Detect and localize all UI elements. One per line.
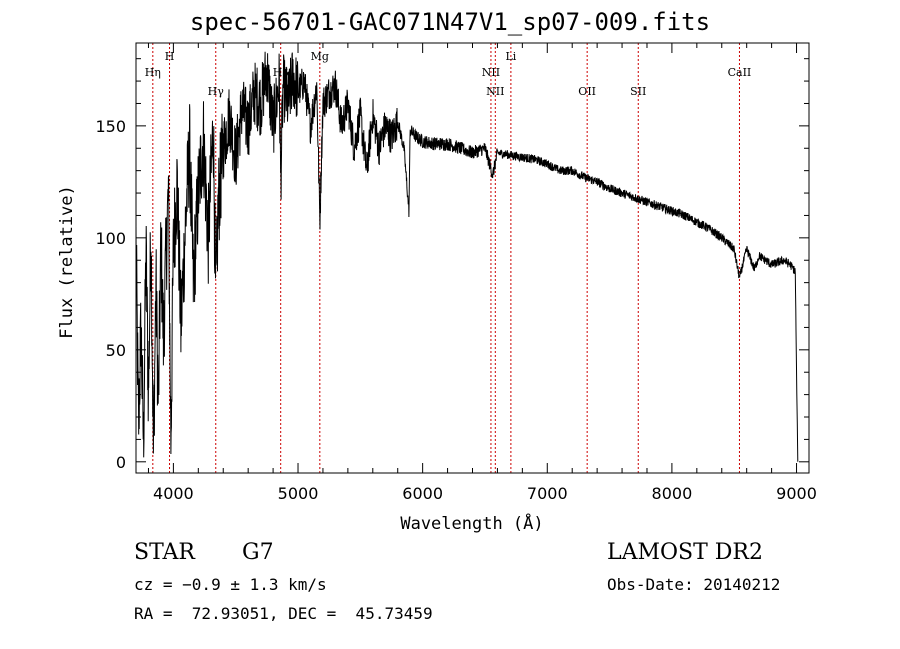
line-label: NII — [486, 85, 504, 98]
ra-dec: RA = 72.93051, DEC = 45.73459 — [134, 604, 433, 623]
axis-ticks — [136, 43, 809, 473]
x-tick-label: 8000 — [652, 484, 693, 503]
line-label: Hη — [145, 66, 161, 79]
line-label: NII — [482, 66, 500, 79]
x-tick-label: 4000 — [153, 484, 194, 503]
x-tick-label: 5000 — [278, 484, 319, 503]
redshift-cz: cz = −0.9 ± 1.3 km/s — [134, 575, 327, 594]
y-tick-label: 100 — [95, 229, 126, 248]
y-tick-label: 150 — [95, 117, 126, 136]
x-tick-label: 6000 — [402, 484, 443, 503]
line-label: OII — [578, 85, 596, 98]
obs-date: Obs-Date: 20140212 — [607, 575, 781, 594]
x-axis-label: Wavelength (Å) — [400, 512, 543, 534]
y-tick-label: 0 — [116, 453, 126, 472]
y-tick-label: 50 — [106, 341, 126, 360]
line-label: Li — [505, 50, 516, 63]
plot-frame — [135, 42, 810, 474]
survey-name: LAMOST DR2 — [607, 540, 763, 565]
chart-title: spec-56701-GAC071N47V1_sp07-009.fits — [189, 8, 711, 36]
tick-labels: 4000 5000 6000 7000 8000 9000 0 50 100 150 — [95, 117, 816, 503]
object-class: STAR — [134, 540, 195, 565]
object-subclass: G7 — [242, 540, 274, 565]
line-label: SII — [630, 85, 646, 98]
x-tick-label: 9000 — [776, 484, 817, 503]
y-axis-label: Flux (relative) — [57, 185, 77, 339]
spectrum-line — [135, 51, 799, 462]
line-label: Hγ — [208, 85, 225, 98]
line-label: Mg — [311, 50, 329, 63]
line-label: CaII — [728, 66, 752, 79]
x-tick-label: 7000 — [527, 484, 568, 503]
line-label: H — [165, 50, 175, 63]
